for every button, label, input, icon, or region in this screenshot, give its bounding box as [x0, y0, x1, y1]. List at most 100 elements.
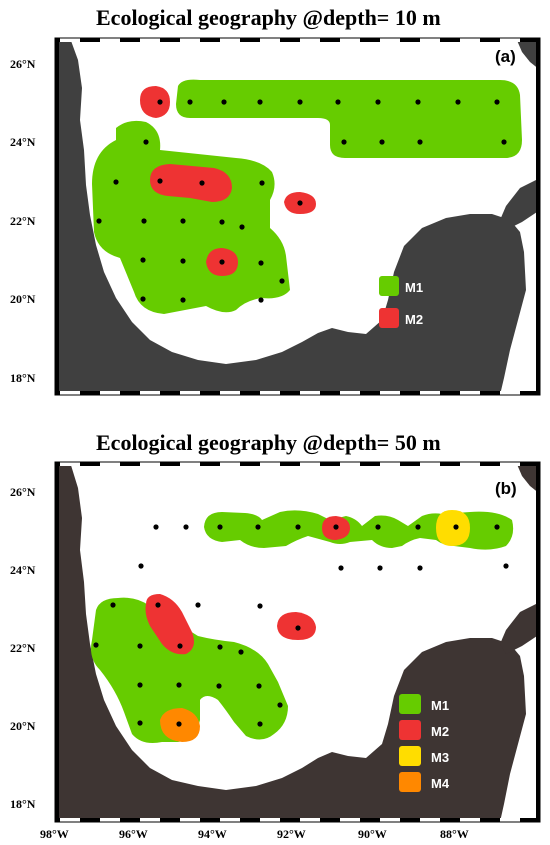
station-dot	[415, 524, 421, 530]
panel-a-lat-ticks: 26°N 24°N 22°N 20°N 18°N	[10, 57, 36, 385]
panel-b-frame	[54, 461, 541, 823]
station-dot	[217, 524, 223, 530]
station-dot	[137, 720, 143, 726]
station-dot	[279, 278, 285, 284]
station-dot	[180, 258, 186, 264]
panel-a-m1-west-shelf	[92, 120, 290, 314]
station-dot	[494, 99, 500, 105]
station-dot	[453, 524, 459, 530]
panel-b-label: (b)	[495, 479, 517, 498]
station-dot	[141, 218, 147, 224]
station-dot	[379, 139, 385, 145]
station-dot	[238, 649, 244, 655]
lat-tick: 26°N	[10, 485, 36, 499]
panel-a-m2-a	[140, 86, 170, 118]
station-dot	[415, 99, 421, 105]
station-dot	[157, 178, 163, 184]
lon-tick: 90°W	[358, 827, 387, 841]
lon-tick: 94°W	[198, 827, 227, 841]
legend-swatch-m2	[399, 720, 421, 740]
station-dot	[295, 524, 301, 530]
station-dot	[239, 224, 245, 230]
station-dot	[176, 682, 182, 688]
station-dot	[257, 99, 263, 105]
station-dot	[140, 296, 146, 302]
station-dot	[259, 180, 265, 186]
station-dot	[341, 139, 347, 145]
station-dot	[375, 99, 381, 105]
panel-a: Ecological geography @depth= 10 m	[10, 5, 541, 396]
lon-tick: 92°W	[277, 827, 306, 841]
panel-b-lat-ticks: 26°N 24°N 22°N 20°N 18°N	[10, 485, 36, 811]
station-dot	[195, 602, 201, 608]
station-dot	[219, 219, 225, 225]
panel-b-land-cuba	[500, 602, 540, 654]
lat-tick: 24°N	[10, 563, 36, 577]
panel-a-stations	[96, 99, 507, 303]
station-dot	[137, 682, 143, 688]
station-dot	[255, 524, 261, 530]
station-dot	[199, 180, 205, 186]
lat-tick: 18°N	[10, 371, 36, 385]
station-dot	[501, 139, 507, 145]
panel-b-title: Ecological geography @depth= 50 m	[96, 430, 441, 455]
station-dot	[177, 643, 183, 649]
lat-tick: 22°N	[10, 641, 36, 655]
station-dot	[455, 99, 461, 105]
lat-tick: 18°N	[10, 797, 36, 811]
station-dot	[138, 563, 144, 569]
station-dot	[297, 99, 303, 105]
station-dot	[258, 297, 264, 303]
legend-swatch-m3	[399, 746, 421, 766]
lat-tick: 20°N	[10, 292, 36, 306]
panel-b-m1-west-shelf	[91, 597, 288, 743]
lon-tick: 96°W	[119, 827, 148, 841]
legend-label-m1: M1	[431, 698, 449, 713]
panel-a-land-mexico	[55, 38, 526, 395]
station-dot	[375, 524, 381, 530]
panel-a-land-cuba	[500, 178, 540, 230]
lat-tick: 24°N	[10, 135, 36, 149]
station-dot	[494, 524, 500, 530]
station-dot	[221, 99, 227, 105]
lat-tick: 20°N	[10, 719, 36, 733]
panel-a-m2-b	[150, 164, 232, 202]
legend-label-m1: M1	[405, 280, 423, 295]
panel-a-frame	[54, 37, 541, 396]
station-dot	[417, 139, 423, 145]
station-dot	[335, 99, 341, 105]
station-dot	[153, 524, 159, 530]
legend-label-m4: M4	[431, 776, 450, 791]
legend-label-m3: M3	[431, 750, 449, 765]
station-dot	[93, 642, 99, 648]
lat-tick: 22°N	[10, 214, 36, 228]
panel-b-land-florida	[516, 462, 540, 494]
panel-a-land-florida	[516, 38, 540, 70]
legend-label-m2: M2	[405, 312, 423, 327]
panel-b-m1-band	[204, 510, 514, 550]
station-dot	[257, 603, 263, 609]
station-dot	[155, 602, 161, 608]
panel-b-clusters	[91, 510, 514, 743]
legend-swatch-m1	[379, 276, 399, 296]
station-dot	[180, 297, 186, 303]
station-dot	[297, 200, 303, 206]
station-dot	[183, 524, 189, 530]
station-dot	[110, 602, 116, 608]
station-dot	[258, 260, 264, 266]
panel-b-legend: M1 M2 M3 M4	[399, 694, 450, 792]
panel-a-m1-north-band	[176, 79, 522, 158]
station-dot	[113, 179, 119, 185]
station-dot	[140, 257, 146, 263]
station-dot	[143, 139, 149, 145]
station-dot	[216, 683, 222, 689]
legend-label-m2: M2	[431, 724, 449, 739]
station-dot	[338, 565, 344, 571]
station-dot	[256, 683, 262, 689]
station-dot	[180, 218, 186, 224]
panel-a-title: Ecological geography @depth= 10 m	[96, 5, 441, 30]
panel-b-m2-a	[145, 594, 194, 655]
panel-b: Ecological geography @depth= 50 m	[10, 430, 541, 841]
station-dot	[187, 99, 193, 105]
